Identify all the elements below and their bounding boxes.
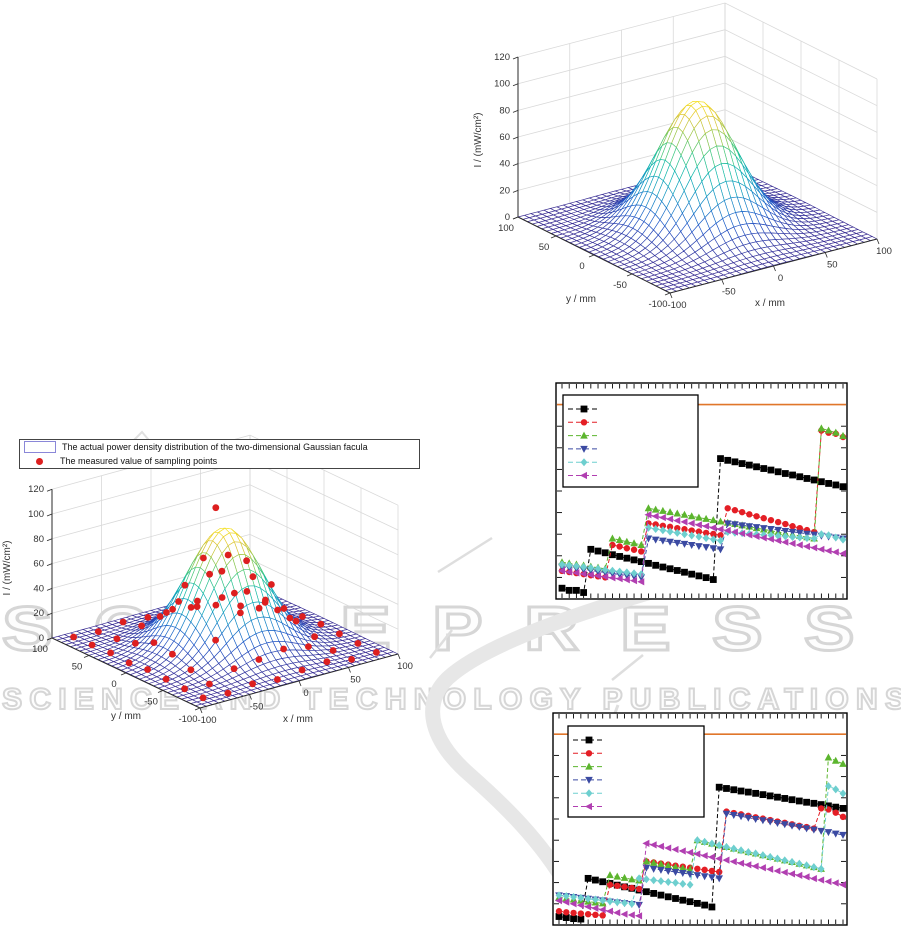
swoosh-curve [425, 550, 788, 894]
svg-text:50: 50 [539, 242, 550, 253]
svg-text:0: 0 [778, 273, 783, 284]
chart-legend [562, 394, 699, 488]
series-magenta-triangle-left [555, 839, 846, 920]
z-axis: 0 20 40 60 80 100 120 [494, 52, 519, 223]
svg-text:50: 50 [72, 662, 83, 673]
svg-text:I / (mW/cm²): I / (mW/cm²) [2, 541, 13, 596]
svg-text:I / (mW/cm²): I / (mW/cm²) [473, 113, 484, 168]
mesh-swatch-icon [24, 441, 56, 453]
svg-text:100: 100 [28, 509, 44, 520]
svg-text:20: 20 [499, 185, 510, 196]
svg-text:60: 60 [33, 559, 44, 570]
svg-text:50: 50 [350, 675, 361, 686]
svg-text:50: 50 [827, 260, 838, 271]
svg-text:60: 60 [499, 132, 510, 143]
chart-legend [567, 725, 705, 818]
svg-text:20: 20 [33, 608, 44, 619]
xy-axes: -100-100 -50 -50 0 0 50 50 100 100 [498, 216, 892, 311]
svg-text:0: 0 [579, 261, 584, 272]
figure-line-chart-middle-right [555, 382, 848, 600]
svg-text:y / mm: y / mm [566, 294, 596, 305]
svg-text:-50: -50 [613, 280, 627, 291]
axis-labels: x / mm y / mm I / (mW/cm²) [473, 113, 785, 309]
series-cyan-diamond [555, 782, 847, 908]
z-axis: 0 20 40 60 80 100 120 [28, 484, 53, 644]
swoosh-slash-3 [429, 629, 453, 659]
svg-text:-100: -100 [667, 300, 686, 311]
svg-text:-100: -100 [178, 714, 197, 725]
legend-label-samples: The measured value of sampling points [60, 456, 218, 466]
svg-text:0: 0 [111, 679, 116, 690]
svg-text:80: 80 [33, 534, 44, 545]
svg-text:100: 100 [397, 661, 413, 672]
figure-gaussian-surface-with-samples: 0 20 40 60 80 100 120 -100-100 -50 -50 0 0 50 50 100 10… [2, 434, 413, 726]
svg-text:0: 0 [303, 688, 308, 699]
svg-text:y / mm: y / mm [111, 711, 141, 722]
figure-line-chart-bottom-right [552, 712, 848, 926]
svg-text:100: 100 [876, 246, 892, 257]
legend-row-samples: The measured value of sampling points [20, 454, 419, 468]
svg-text:-100: -100 [197, 715, 216, 726]
svg-text:120: 120 [494, 52, 510, 63]
surface-plot-legend: The actual power density distribution of… [19, 439, 420, 469]
xy-axes: -100-100 -50 -50 0 0 50 50 100 100 [32, 637, 413, 726]
svg-text:-50: -50 [722, 287, 736, 298]
sample-points [70, 504, 380, 702]
svg-text:80: 80 [499, 105, 510, 116]
swoosh-slash-2 [611, 654, 644, 681]
axis-labels: x / mm y / mm I / (mW/cm²) [2, 541, 313, 725]
legend-row-mesh: The actual power density distribution of… [20, 440, 419, 454]
svg-text:-50: -50 [144, 697, 158, 708]
figure-gaussian-surface-top: 0 20 40 60 80 100 120 -100-100 -50 -50 0 0 50 50 100 10… [473, 2, 892, 311]
svg-text:100: 100 [32, 644, 48, 655]
legend-label-mesh: The actual power density distribution of… [62, 442, 368, 452]
svg-text:0: 0 [505, 212, 510, 223]
svg-text:40: 40 [499, 159, 510, 170]
gaussian-mesh [517, 101, 878, 294]
svg-text:-100: -100 [648, 299, 667, 310]
svg-text:100: 100 [494, 79, 510, 90]
publisher-watermark-subtitle: SCIENCE AND TECHNOLOGY PUBLICATIONS [1, 682, 901, 717]
axis-ticks [557, 384, 846, 598]
svg-text:100: 100 [498, 223, 514, 234]
sample-dot-icon [36, 457, 43, 465]
svg-text:0: 0 [39, 633, 44, 644]
svg-text:x / mm: x / mm [283, 714, 313, 725]
svg-text:-50: -50 [250, 702, 264, 713]
swoosh-slash-1 [437, 536, 493, 574]
series-magenta-triangle-left [558, 511, 846, 586]
svg-text:40: 40 [33, 583, 44, 594]
svg-text:120: 120 [28, 484, 44, 495]
svg-text:x / mm: x / mm [755, 298, 785, 309]
